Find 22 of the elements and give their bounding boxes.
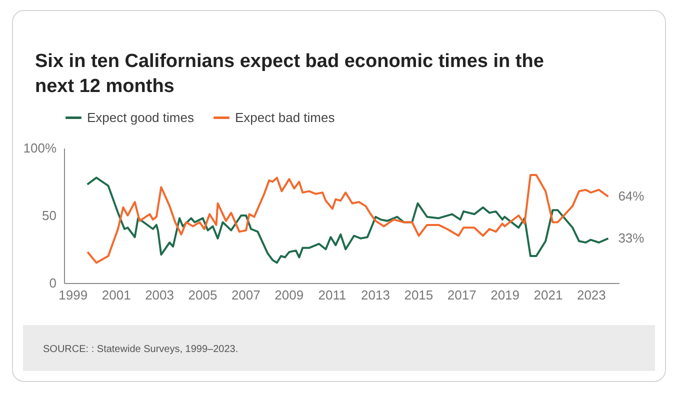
- x-tick-label: 2021: [534, 288, 563, 302]
- x-tick-label: 2013: [361, 288, 390, 302]
- x-tick-label: 2005: [188, 288, 218, 302]
- x-tick-label: 2015: [404, 288, 434, 302]
- data-label: 64%: [618, 188, 645, 204]
- source-note: SOURCE: : Statewide Surveys, 1999–2023.: [23, 325, 655, 371]
- x-tick-label: 2023: [576, 288, 606, 302]
- data-label: 33%: [618, 230, 645, 246]
- chart-title: Six in ten Californians expect bad economic times in the next 12 months: [35, 50, 545, 99]
- x-tick-label: 1999: [58, 288, 88, 302]
- x-tick-label: 2009: [274, 288, 304, 302]
- y-tick-label: 100%: [23, 140, 57, 156]
- y-tick-label: 50: [42, 208, 56, 223]
- x-tick-label: 2001: [102, 288, 131, 302]
- legend-label: Expect bad times: [235, 110, 336, 125]
- x-tick-label: 2011: [318, 288, 346, 302]
- x-tick-label: 2017: [447, 288, 476, 302]
- y-tick-label: 0: [49, 276, 56, 290]
- x-tick-label: 2019: [490, 288, 520, 302]
- legend-label: Expect good times: [87, 110, 194, 125]
- x-tick-label: 2003: [145, 288, 174, 302]
- x-tick-label: 2007: [231, 288, 260, 302]
